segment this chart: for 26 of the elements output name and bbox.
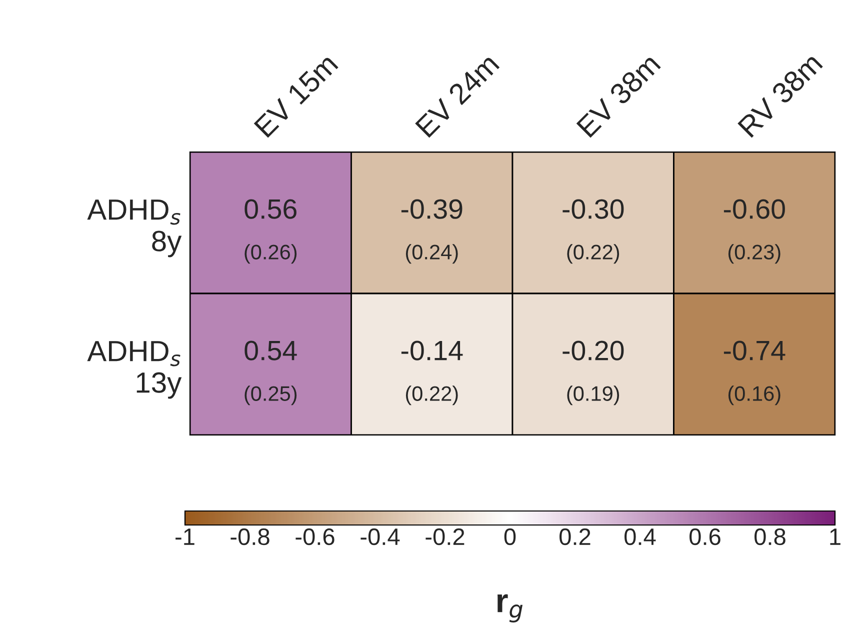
color-bar-label: -0.4 bbox=[360, 528, 400, 546]
color-bar-label: 0.6 bbox=[690, 528, 720, 546]
color-bar-label: -0.2 bbox=[426, 528, 464, 546]
data-label: -0.60 (0.23) bbox=[724, 199, 785, 264]
color-bar-label: -1 bbox=[176, 528, 194, 545]
color-bar-label: -0.8 bbox=[230, 528, 270, 546]
data-label: -0.74 (0.16) bbox=[724, 340, 786, 406]
y-tick-label: ADHD$_{s}$ 13y bbox=[87, 341, 182, 399]
color-bar-label: -0.6 bbox=[296, 528, 334, 546]
color-bar-label: 1 bbox=[830, 528, 840, 545]
data-label: -0.14 (0.22) bbox=[401, 340, 463, 406]
color-bar-title: r$_{g}$ bbox=[498, 594, 523, 622]
x-tick-label: EV 38m bbox=[576, 52, 662, 138]
x-tick-label: RV 38m bbox=[737, 52, 824, 138]
y-tick-label: ADHD$_{s}$ 8y bbox=[87, 200, 182, 258]
data-label: 0.54 (0.25) bbox=[244, 340, 297, 406]
x-tick-label: EV 24m bbox=[414, 52, 500, 138]
data-label: 0.56 (0.26) bbox=[244, 199, 297, 264]
data-label: -0.30 (0.22) bbox=[562, 199, 624, 264]
color-bar-label: 0.8 bbox=[754, 528, 786, 546]
data-label: -0.20 (0.19) bbox=[562, 340, 624, 406]
color-bar-label: 0.4 bbox=[624, 528, 656, 546]
x-tick-label: EV 15m bbox=[254, 53, 339, 138]
color-bar-label: 0.2 bbox=[560, 528, 590, 546]
data-label: -0.39 (0.24) bbox=[401, 199, 462, 264]
color-bar-label: 0 bbox=[504, 528, 516, 546]
